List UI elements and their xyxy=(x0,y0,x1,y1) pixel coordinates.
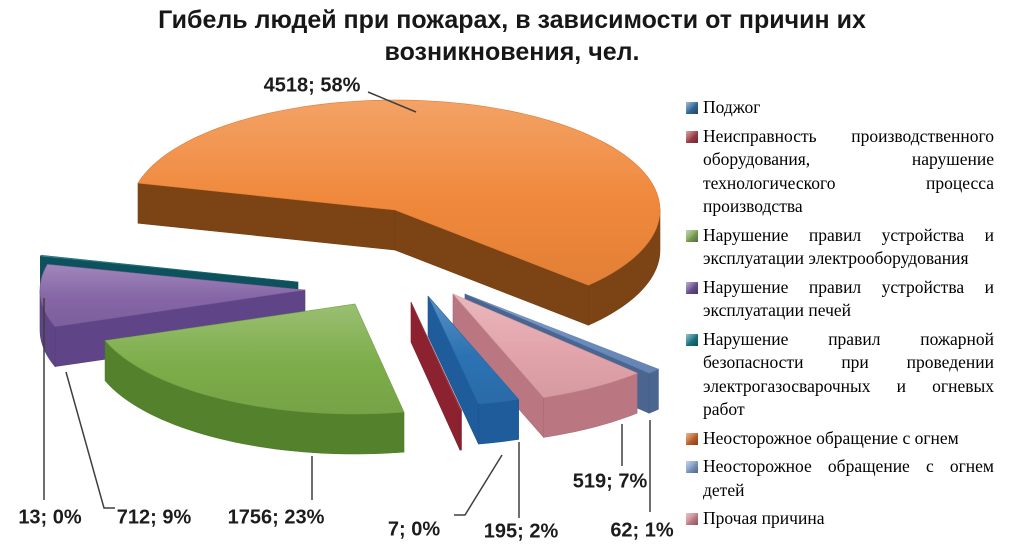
legend-label: Поджог xyxy=(703,97,761,117)
legend-item-2: Нарушение правил устройства и эксплуатац… xyxy=(686,224,994,271)
legend-color-swatch-icon xyxy=(686,513,698,525)
pie-slice-0 xyxy=(427,295,520,445)
leader-lines xyxy=(43,91,651,518)
pie-slice-2 xyxy=(104,303,405,455)
data-label: 62; 1% xyxy=(610,519,674,542)
legend-label: Прочая причина xyxy=(703,508,825,528)
pie-slice-5 xyxy=(137,99,661,326)
pie-slices xyxy=(39,99,661,455)
data-label: 195; 2% xyxy=(483,520,559,543)
legend-label: Неосторожное обращение с огнем детей xyxy=(703,456,994,500)
legend-color-swatch-icon xyxy=(686,432,698,445)
legend-color-swatch-icon xyxy=(686,130,698,143)
legend-item-3: Нарушение правил устройства и эксплуатац… xyxy=(686,276,994,323)
pie-slice-1 xyxy=(410,301,462,451)
data-label: 4518; 58% xyxy=(263,74,361,97)
legend-label: Неисправность производственного оборудов… xyxy=(703,125,994,217)
legend-item-5: Неосторожное обращение с огнем xyxy=(686,427,994,451)
legend-color-swatch-icon xyxy=(686,461,698,473)
legend-item-0: Поджог xyxy=(686,96,994,120)
legend-item-7: Прочая причина xyxy=(686,507,994,531)
legend-label: Нарушение правил устройства и эксплуатац… xyxy=(703,276,994,321)
leader-line xyxy=(367,91,417,113)
data-label: 519; 7% xyxy=(572,470,648,493)
legend-item-4: Нарушение правил пожарной безопасности п… xyxy=(686,328,994,422)
leader-line xyxy=(454,454,503,516)
legend-color-swatch-icon xyxy=(686,229,698,242)
data-label: 1756; 23% xyxy=(227,506,325,529)
leader-line xyxy=(65,371,115,509)
legend-label: Неосторожное обращение с огнем xyxy=(703,427,959,448)
data-label: 13; 0% xyxy=(18,506,82,529)
legend-color-swatch-icon xyxy=(686,281,698,294)
pie-slice-7 xyxy=(452,293,638,439)
legend-label: Нарушение правил пожарной безопасности п… xyxy=(703,328,994,420)
legend-color-swatch-icon xyxy=(686,102,698,114)
data-label: 7; 0% xyxy=(387,518,441,541)
legend-color-swatch-icon xyxy=(686,333,698,346)
data-label: 712; 9% xyxy=(116,506,192,529)
chart-title: Гибель людей при пожарах, в зависимости … xyxy=(158,6,866,66)
legend-item-6: Неосторожное обращение с огнем детей xyxy=(686,455,994,502)
legend-label: Нарушение правил устройства и эксплуатац… xyxy=(703,224,994,269)
legend-item-1: Неисправность производственного оборудов… xyxy=(686,125,994,219)
chart-legend: Поджог Неисправность производственного об… xyxy=(686,96,994,536)
